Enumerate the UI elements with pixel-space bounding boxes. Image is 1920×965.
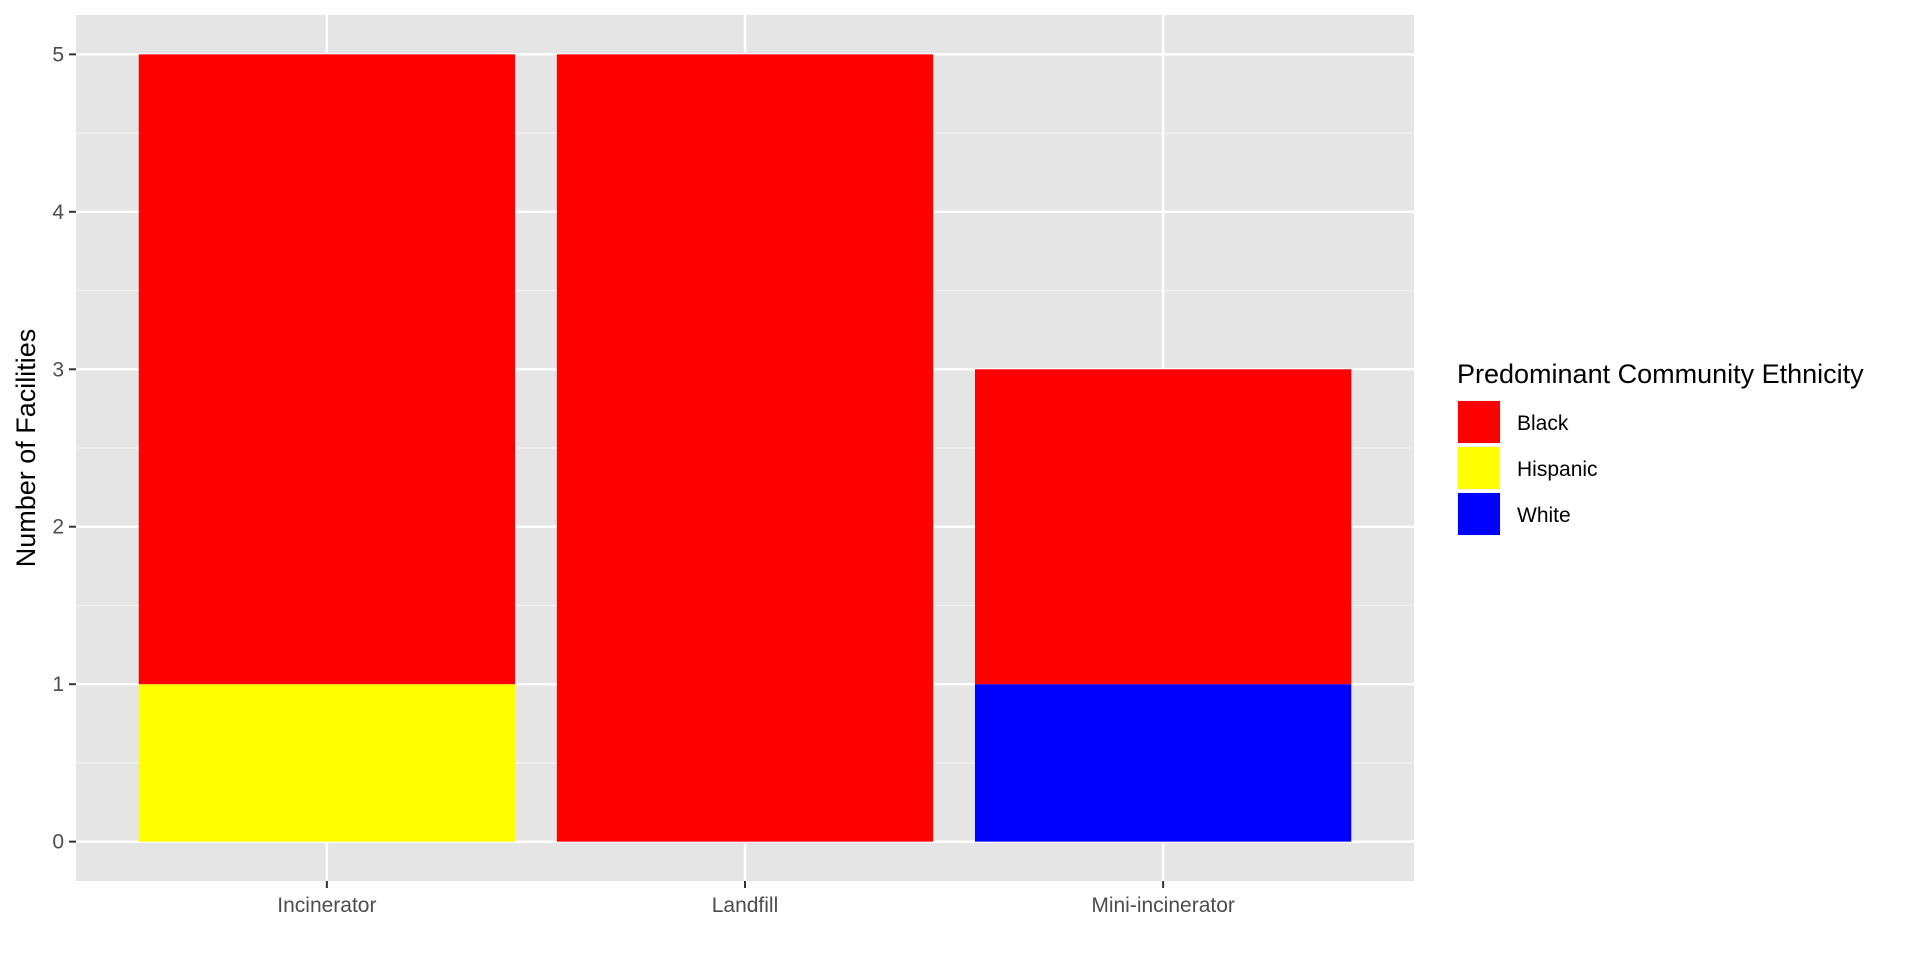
y-tick-label: 4 xyxy=(52,201,64,224)
x-tick-label: Mini-incinerator xyxy=(1091,894,1235,917)
x-tick-label: Incinerator xyxy=(277,894,376,917)
y-tick-label: 5 xyxy=(52,43,64,66)
x-tick-label: Landfill xyxy=(712,894,779,917)
bar-black-incinerator xyxy=(138,54,516,685)
legend-label-black: Black xyxy=(1517,412,1569,435)
bar-black-landfill xyxy=(556,54,934,842)
y-tick-label: 0 xyxy=(52,831,64,854)
y-tick-label: 1 xyxy=(52,673,64,696)
legend-label-white: White xyxy=(1517,504,1571,527)
legend-title: Predominant Community Ethnicity xyxy=(1457,359,1864,389)
legend-swatch-hispanic xyxy=(1458,447,1500,489)
bar-white-mini-incinerator xyxy=(974,684,1352,842)
x-axis: Incinerator Landfill Mini-incinerator xyxy=(277,881,1235,917)
bar-black-mini-incinerator xyxy=(974,369,1352,685)
bar-hispanic-incinerator xyxy=(138,684,516,842)
y-tick-label: 2 xyxy=(52,516,64,539)
legend-items: Black Hispanic White xyxy=(1457,400,1598,536)
y-axis: 0 1 2 3 4 5 xyxy=(52,43,76,854)
legend-swatch-white xyxy=(1458,493,1500,535)
legend-label-hispanic: Hispanic xyxy=(1517,458,1598,481)
y-tick-label: 3 xyxy=(52,358,64,381)
legend-swatch-black xyxy=(1458,401,1500,443)
legend: Predominant Community Ethnicity Black His… xyxy=(1457,359,1864,536)
bars xyxy=(138,54,1352,842)
y-axis-title: Number of Facilities xyxy=(11,329,41,568)
